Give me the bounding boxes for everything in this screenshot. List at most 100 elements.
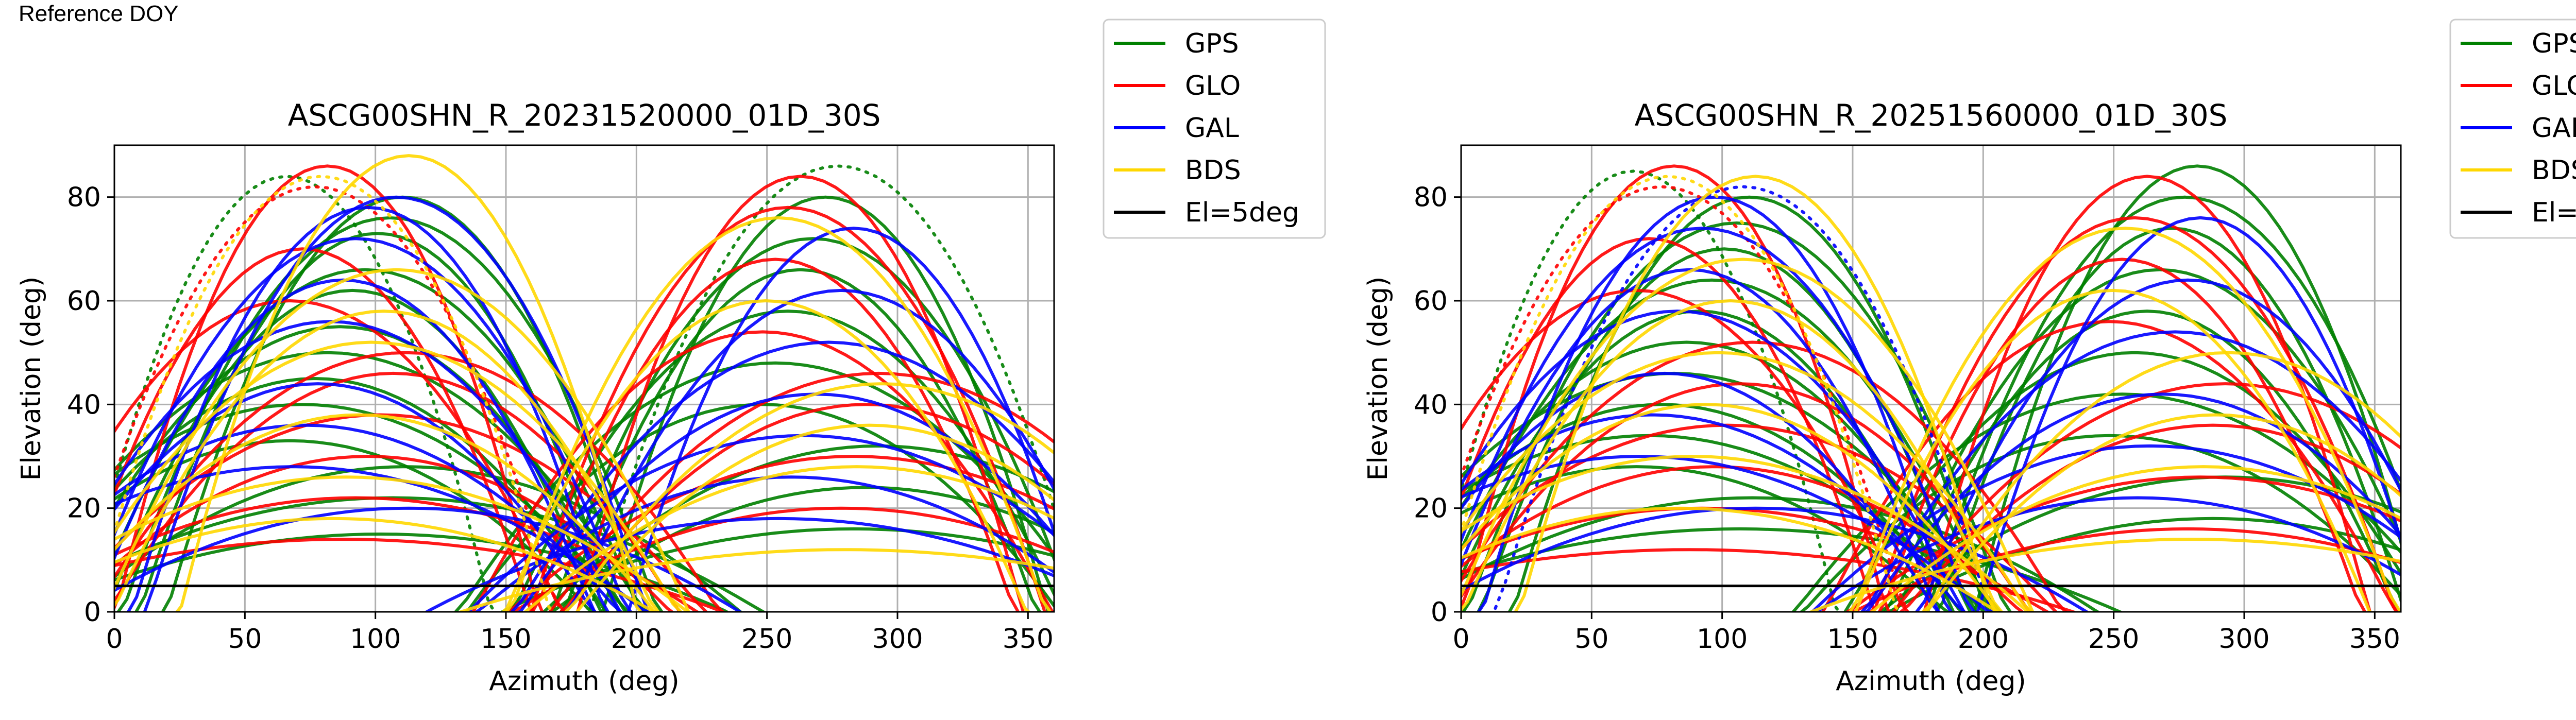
satellite-arc-bds xyxy=(114,517,657,612)
satellite-arc-bds xyxy=(1853,288,2373,612)
satellite-arc-glo xyxy=(114,164,544,612)
page-title: Reference DOY xyxy=(19,1,179,26)
satellite-arc-gal xyxy=(1860,330,2401,612)
y-tick-label: 0 xyxy=(84,597,101,628)
satellite-arc-bds xyxy=(574,423,1054,612)
x-axis-ticks: 0 50 100 150 200 250 300 350 xyxy=(106,612,1054,655)
satellite-arc-gps xyxy=(1461,169,1841,612)
satellite-arc-bds xyxy=(1461,299,2004,612)
legend-label-gal: GAL xyxy=(2532,113,2576,144)
satellite-arc-gal xyxy=(114,237,633,612)
y-axis-label: Elevation (deg) xyxy=(1363,277,1394,481)
x-tick-label: 0 xyxy=(1452,624,1469,655)
x-axis-ticks: 0 50 100 150 200 250 300 350 xyxy=(1452,612,2400,655)
legend-label-gps: GPS xyxy=(1185,28,1239,59)
satellite-arc-bds xyxy=(522,465,1054,612)
satellite-arc-gps xyxy=(1507,195,1991,612)
x-tick-label: 300 xyxy=(872,624,923,655)
satellite-arc-bds xyxy=(175,154,643,612)
legend-label-gps: GPS xyxy=(2532,28,2576,59)
x-tick-label: 250 xyxy=(741,624,792,655)
x-tick-label: 350 xyxy=(2349,624,2400,655)
satellite-arc-gps xyxy=(114,351,650,612)
satellite-arc-bds xyxy=(501,299,1031,612)
satellite-arc-bds xyxy=(114,175,555,612)
satellite-arc-bds xyxy=(1461,258,2035,612)
satellite-arc-bds xyxy=(1461,455,2031,612)
satellite-arc-gal xyxy=(1863,392,2401,612)
satellite-arc-bds xyxy=(1920,351,2401,612)
satellite-arc-bds xyxy=(114,475,691,612)
x-tick-label: 50 xyxy=(1574,624,1608,655)
arc-layer xyxy=(1461,164,2401,612)
satellite-arc-gal xyxy=(1914,278,2401,612)
y-tick-label: 40 xyxy=(1414,389,1448,420)
satellite-arc-gps xyxy=(116,216,664,612)
legend-box xyxy=(2449,19,2576,239)
satellite-arc-glo xyxy=(114,496,700,612)
y-tick-label: 0 xyxy=(1431,597,1448,628)
x-axis-label: Azimuth (deg) xyxy=(489,666,679,697)
satellite-arc-bds xyxy=(1807,538,2401,612)
x-tick-label: 50 xyxy=(228,624,262,655)
x-axis-label: Azimuth (deg) xyxy=(1836,666,2026,697)
satellite-arc-bds xyxy=(1461,403,2001,612)
x-tick-label: 300 xyxy=(2218,624,2269,655)
x-tick-label: 150 xyxy=(480,624,531,655)
legend: GPS GLO GAL BDS El=5deg xyxy=(1103,19,1326,239)
plot-frame xyxy=(113,144,1055,613)
satellite-arc-bds xyxy=(456,548,1054,612)
chart-title: ASCG00SHN_R_20231520000_01D_30S xyxy=(288,98,881,133)
y-tick-label: 80 xyxy=(67,182,101,213)
satellite-arc-bds xyxy=(1924,413,2401,612)
x-tick-label: 350 xyxy=(1003,624,1054,655)
satellite-arc-gal xyxy=(1809,444,2401,612)
chart-panel-2: ASCG00SHN_R_20251560000_01D_30S 0 50 100 15… xyxy=(1363,19,2576,697)
y-tick-label: 20 xyxy=(1414,493,1448,524)
satellite-arc-glo xyxy=(548,371,1054,612)
satellite-arc-bds xyxy=(504,216,1053,612)
chart-panel-1: ASCG00SHN_R_20231520000_01D_30S 0 50 100 15… xyxy=(16,19,1326,697)
satellite-arc-gal xyxy=(1477,195,1953,612)
legend-label-bds: BDS xyxy=(2532,155,2576,186)
satellite-arc-glo xyxy=(114,299,567,612)
satellite-arc-glo xyxy=(528,205,1048,612)
x-tick-label: 0 xyxy=(106,624,123,655)
legend: GPS GLO GAL BDS El=5deg xyxy=(2449,19,2576,239)
satellite-arc-bds xyxy=(1461,351,2033,612)
satellite-arc-bds xyxy=(114,268,691,612)
arc-layer xyxy=(114,154,1054,612)
y-tick-label: 40 xyxy=(67,389,101,420)
y-axis-ticks: 0 20 40 60 80 xyxy=(1414,182,1461,628)
plot-frame xyxy=(1460,144,2402,613)
chart-title: ASCG00SHN_R_20251560000_01D_30S xyxy=(1635,98,2228,133)
satellite-arc-bds xyxy=(563,382,1054,612)
satellite-arc-glo xyxy=(471,330,1054,612)
satellite-arc-gal xyxy=(114,423,623,612)
satellite-arc-glo xyxy=(510,506,1054,612)
legend-box xyxy=(1103,19,1326,239)
y-tick-label: 80 xyxy=(1414,182,1448,213)
x-tick-label: 100 xyxy=(350,624,401,655)
satellite-arc-gps xyxy=(1924,195,2401,612)
legend-label-bds: BDS xyxy=(1185,155,1241,186)
satellite-arc-gal xyxy=(114,506,743,612)
satellite-arc-gal xyxy=(1976,216,2401,612)
legend-label-el5: El=5deg xyxy=(2532,197,2576,228)
satellite-arc-bds xyxy=(1848,227,2401,612)
x-tick-label: 200 xyxy=(1958,624,2009,655)
satellite-arc-bds xyxy=(1461,506,2001,612)
legend-label-gal: GAL xyxy=(1185,113,1239,144)
satellite-arc-bds xyxy=(1514,175,1997,612)
satellite-arc-glo xyxy=(1461,185,1910,612)
legend-label-glo: GLO xyxy=(2532,71,2576,101)
x-tick-label: 100 xyxy=(1697,624,1748,655)
y-tick-label: 20 xyxy=(67,493,101,524)
y-tick-label: 60 xyxy=(1414,286,1448,317)
satellite-arc-gps xyxy=(114,439,595,612)
satellite-arc-gal xyxy=(1461,310,1966,612)
satellite-arc-bds xyxy=(114,340,683,612)
x-tick-label: 150 xyxy=(1827,624,1878,655)
satellite-arc-gal xyxy=(1461,455,1993,612)
